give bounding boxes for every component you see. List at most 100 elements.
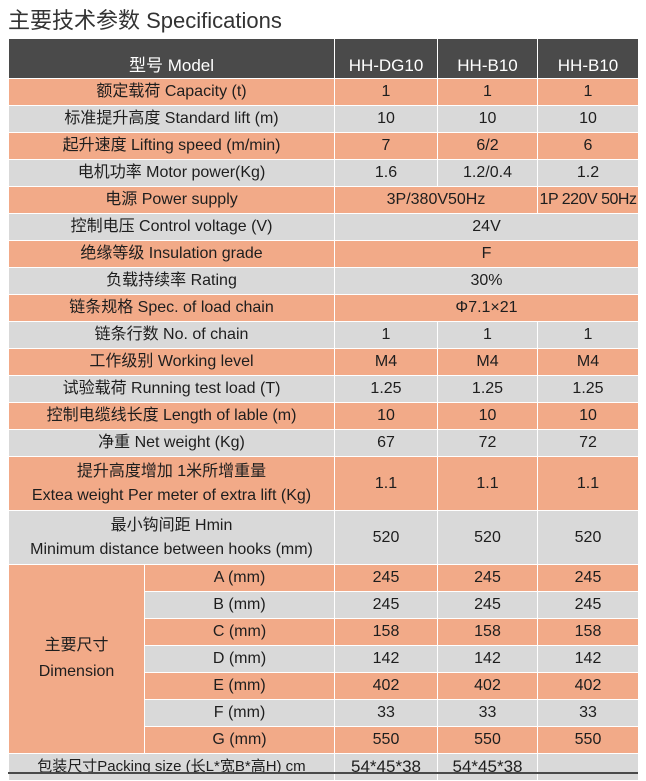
cell-value: 1.25 [334,375,438,403]
cell-value: 10 [537,105,639,133]
cell-value: 245 [537,591,639,619]
cell-value: M4 [334,348,438,376]
row-label-extra-weight: 提升高度增加 1米所增重量 Extea weight Per meter of … [8,456,335,511]
cell-value: Φ7.1×21 [334,294,639,322]
cell-value: 158 [334,618,438,646]
cell-value: 1 [334,321,438,349]
table-row: 链条规格 Spec. of load chain Φ7.1×21 [8,294,639,322]
row-label: 负载持续率 Rating [8,267,335,295]
header-row: 型号 Model HH-DG10 HH-B10 HH-B10 [8,38,639,79]
cell-value: 72 [537,429,639,457]
cell-value: F [334,240,639,268]
cell-value: 402 [537,672,639,700]
table-row: 绝缘等级 Insulation grade F [8,240,639,268]
cell-value: 1.1 [437,456,538,511]
cell-value: 10 [334,105,438,133]
cell-value: 72 [437,429,538,457]
cell-value: 30% [334,267,639,295]
table-row: 净重 Net weight (Kg) 67 72 72 [8,429,639,457]
cell-value: 1P 220V 50Hz [537,186,639,214]
cell-value: M4 [537,348,639,376]
bottom-divider [8,772,638,774]
table-row: 提升高度增加 1米所增重量 Extea weight Per meter of … [8,456,639,511]
table-row: 工作级别 Working level M4 M4 M4 [8,348,639,376]
page-title: 主要技术参数 Specifications [8,8,282,33]
cell-value: 54*45*38 [334,753,438,781]
cell-value: 1.1 [537,456,639,511]
cell-value: 10 [437,402,538,430]
cell-value: 245 [437,591,538,619]
dimension-label: 主要尺寸 Dimension [8,564,145,754]
cell-value: 142 [537,645,639,673]
row-label-hmin: 最小钩间距 Hmin Minimum distance between hook… [8,510,335,565]
table-row: 试验载荷 Running test load (T) 1.25 1.25 1.2… [8,375,639,403]
table-row: 包装尺寸Packing size (长L*宽B*高H) cm 54*45*38 … [8,753,639,781]
cell-value: 158 [437,618,538,646]
cell-value: 520 [537,510,639,565]
model-label: 型号 Model [8,38,335,79]
row-label: B (mm) [144,591,335,619]
cell-value: 520 [437,510,538,565]
row-label: 绝缘等级 Insulation grade [8,240,335,268]
cell-value: 1.2/0.4 [437,159,538,187]
row-label: 起升速度 Lifting speed (m/min) [8,132,335,160]
table-row: 控制电缆线长度 Length of lable (m) 10 10 10 [8,402,639,430]
row-label: 电机功率 Motor power(Kg) [8,159,335,187]
cell-value: 158 [537,618,639,646]
cell-value: 10 [437,105,538,133]
cell-value: 245 [334,564,438,592]
row-label-line: 最小钩间距 Hmin [110,516,233,534]
cell-value: 54*45*38 [437,753,538,781]
cell-value: 550 [437,726,538,754]
row-label: 电源 Power supply [8,186,335,214]
row-label-line: Extea weight Per meter of extra lift (Kg… [31,486,312,504]
table-row: 最小钩间距 Hmin Minimum distance between hook… [8,510,639,565]
cell-value: 1 [437,78,538,106]
cell-value: 3P/380V50Hz [334,186,538,214]
cell-value: 6/2 [437,132,538,160]
row-label: 链条规格 Spec. of load chain [8,294,335,322]
cell-value: 10 [537,402,639,430]
cell-value: 33 [437,699,538,727]
table-row: 起升速度 Lifting speed (m/min) 7 6/2 6 [8,132,639,160]
row-label: E (mm) [144,672,335,700]
table-row: 控制电压 Control voltage (V) 24V [8,213,639,241]
cell-value: 1.1 [334,456,438,511]
cell-value: 142 [334,645,438,673]
row-label: 额定载荷 Capacity (t) [8,78,335,106]
cell-value: M4 [437,348,538,376]
table-row: C (mm) 158 158 158 [9,618,639,646]
cell-value: 1 [334,78,438,106]
row-label: 工作级别 Working level [8,348,335,376]
cell-value: 245 [437,564,538,592]
cell-value: 1 [537,321,639,349]
cell-value: 1.6 [334,159,438,187]
cell-value: 520 [334,510,438,565]
model-name: HH-DG10 [334,38,438,79]
cell-value: 550 [537,726,639,754]
table-row: 电源 Power supply 3P/380V50Hz 1P 220V 50Hz [8,186,639,214]
model-name: HH-B10 [437,38,538,79]
dimension-label-cn: 主要尺寸 [44,637,109,654]
row-label: 包装尺寸Packing size (长L*宽B*高H) cm [8,753,335,781]
cell-value: 1.2 [537,159,639,187]
row-label-line: 提升高度增加 1米所增重量 [76,462,267,480]
table-row: 标准提升高度 Standard lift (m) 10 10 10 [8,105,639,133]
cell-value: 7 [334,132,438,160]
table-row: D (mm) 142 142 142 [9,645,639,673]
row-label: A (mm) [144,564,335,592]
cell-value: 67 [334,429,438,457]
cell-value: 245 [334,591,438,619]
row-label: F (mm) [144,699,335,727]
table-row: E (mm) 402 402 402 [9,672,639,700]
table-row: 额定载荷 Capacity (t) 1 1 1 [8,78,639,106]
table-row: 电机功率 Motor power(Kg) 1.6 1.2/0.4 1.2 [8,159,639,187]
row-label-line: Minimum distance between hooks (mm) [30,540,313,558]
cell-value: 1 [537,78,639,106]
cell-value: 24V [334,213,639,241]
cell-value: 1.25 [437,375,538,403]
cell-value: 1 [437,321,538,349]
table-row: 链条行数 No. of chain 1 1 1 [8,321,639,349]
row-label: G (mm) [144,726,335,754]
row-label: 净重 Net weight (Kg) [8,429,335,457]
